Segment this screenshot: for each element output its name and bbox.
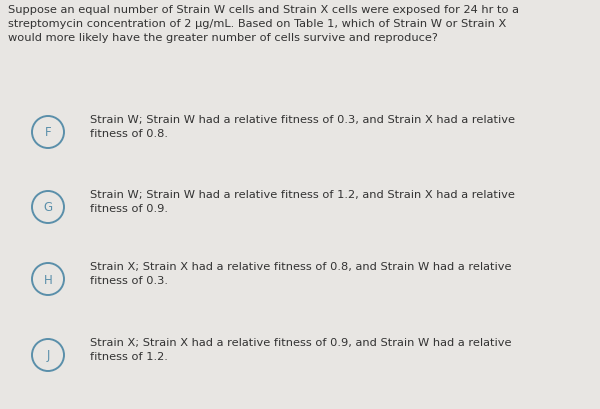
Text: J: J [46,348,50,362]
Text: Strain X; Strain X had a relative fitness of 0.8, and Strain W had a relative
fi: Strain X; Strain X had a relative fitnes… [90,261,511,285]
Text: Suppose an equal number of Strain W cells and Strain X cells were exposed for 24: Suppose an equal number of Strain W cell… [8,5,519,43]
Circle shape [32,263,64,295]
Text: G: G [43,201,53,214]
Text: H: H [44,273,52,286]
Text: Strain W; Strain W had a relative fitness of 0.3, and Strain X had a relative
fi: Strain W; Strain W had a relative fitnes… [90,115,515,139]
Text: F: F [44,126,52,139]
Circle shape [32,339,64,371]
Text: Strain W; Strain W had a relative fitness of 1.2, and Strain X had a relative
fi: Strain W; Strain W had a relative fitnes… [90,189,515,213]
Circle shape [32,191,64,223]
Text: Strain X; Strain X had a relative fitness of 0.9, and Strain W had a relative
fi: Strain X; Strain X had a relative fitnes… [90,337,511,361]
Circle shape [32,117,64,148]
